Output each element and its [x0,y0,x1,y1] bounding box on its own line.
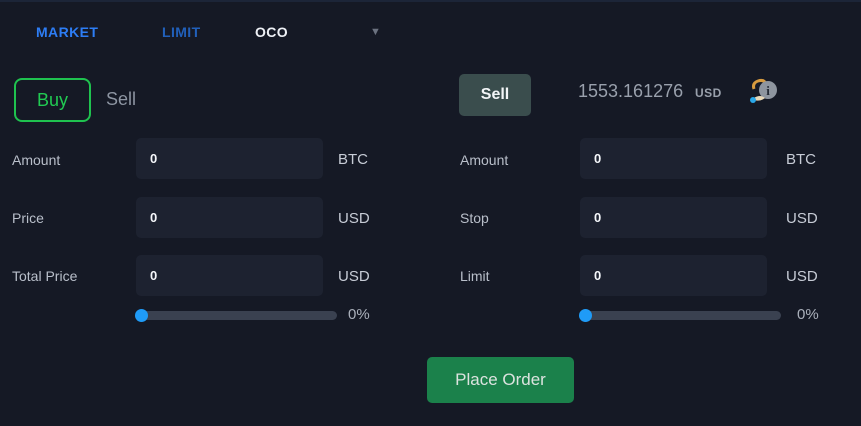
tab-oco[interactable]: OCO [255,24,289,40]
stop-label: Stop [460,210,489,226]
right-slider-percent: 0% [797,306,819,323]
left-amount-label: Amount [12,152,61,168]
sell-button[interactable]: Sell [459,74,531,116]
buy-button[interactable]: Buy [14,78,91,122]
chevron-down-icon[interactable]: ▼ [370,26,381,38]
balance-value: 1553.161276 [578,81,684,101]
left-amount-slider[interactable] [135,309,337,322]
left-slider-thumb[interactable] [135,309,148,322]
limit-input[interactable] [580,255,767,296]
tab-market[interactable]: MARKET [36,24,99,40]
right-slider-thumb[interactable] [579,309,592,322]
left-price-label: Price [12,210,44,226]
place-order-button[interactable]: Place Order [427,357,574,403]
left-total-price-label: Total Price [12,268,78,284]
left-price-input[interactable] [136,197,323,238]
svg-text:i: i [766,83,770,98]
left-amount-unit: BTC [338,151,368,168]
left-total-price-unit: USD [338,268,370,285]
balance-currency: USD [695,86,722,100]
right-amount-unit: BTC [786,151,816,168]
right-amount-label: Amount [460,152,509,168]
stop-unit: USD [786,210,818,227]
left-price-unit: USD [338,210,370,227]
limit-label: Limit [460,268,490,284]
balance-info-icon[interactable]: i [748,76,782,113]
stop-input[interactable] [580,197,767,238]
right-amount-input[interactable] [580,138,767,179]
tab-limit[interactable]: LIMIT [162,24,201,40]
sell-toggle-label[interactable]: Sell [106,89,137,109]
limit-unit: USD [786,268,818,285]
left-slider-percent: 0% [348,306,370,323]
left-amount-input[interactable] [136,138,323,179]
left-total-price-input[interactable] [136,255,323,296]
right-amount-slider[interactable] [579,309,781,322]
